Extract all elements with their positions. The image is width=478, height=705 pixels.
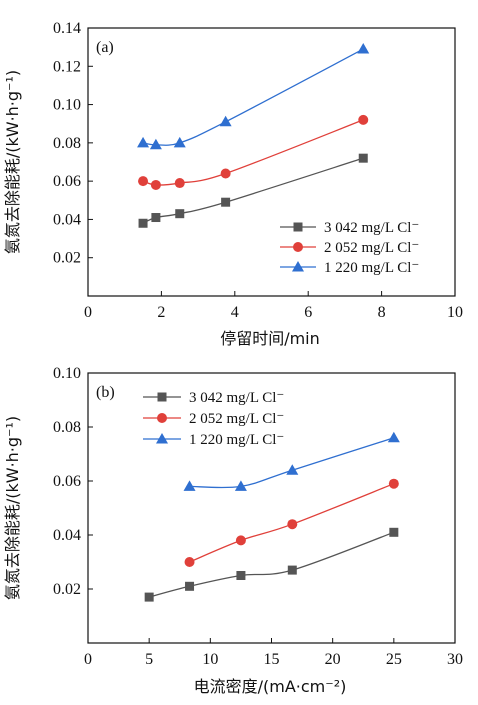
x-tick-label: 6 [304, 304, 312, 321]
legend-label: 3 042 mg/L Cl⁻ [189, 390, 284, 406]
legend-label: 3 042 mg/L Cl⁻ [324, 220, 419, 236]
data-point-square [138, 218, 148, 228]
y-tick-label: 0.10 [53, 97, 81, 114]
data-point-circle [174, 178, 185, 189]
x-tick-label: 0 [84, 304, 92, 321]
x-tick-label: 20 [325, 651, 341, 668]
data-point-circle [220, 168, 231, 179]
y-tick-label: 0.08 [53, 135, 81, 152]
data-point-square [175, 209, 185, 219]
data-point-square [221, 197, 231, 207]
chart-panel-b: 0 5 10 15 20 25 30 0.02 0.04 0.06 0.08 0.10 (b) 电流密度/… [3, 365, 463, 696]
y-axis-title: 氨氮去除能耗/(kW·h·g⁻¹) [3, 416, 22, 600]
y-tick-label: 0.12 [53, 58, 81, 75]
data-point-square [151, 213, 161, 223]
y-tick-label: 0.10 [53, 365, 81, 382]
y-tick-label: 0.14 [53, 20, 81, 37]
panel-label: (a) [96, 39, 114, 56]
x-tick-label: 0 [84, 651, 92, 668]
plot-frame [87, 27, 456, 297]
legend-marker-circle [157, 413, 167, 423]
legend-marker-triangle [156, 433, 168, 444]
data-point-square [287, 565, 297, 575]
data-point-circle [184, 557, 195, 567]
series-line [142, 119, 364, 186]
data-point-triangle [137, 136, 150, 148]
data-point-circle [388, 478, 399, 489]
data-point-square [185, 581, 195, 591]
legend-label: 2 052 mg/L Cl⁻ [189, 411, 284, 427]
chart-panel-a: 0 2 4 6 8 10 0.02 0.04 0.06 0.08 0.10 0.12 0.14 (a) 停留… [3, 20, 463, 348]
series-line [189, 437, 395, 489]
series-line [189, 483, 395, 563]
data-point-triangle [219, 115, 232, 127]
data-point-triangle [173, 136, 186, 148]
x-tick-label: 25 [386, 651, 402, 668]
y-tick-label: 0.02 [53, 250, 81, 267]
data-point-triangle [387, 431, 400, 443]
x-axis-title: 电流密度/(mA·cm⁻²) [194, 677, 347, 696]
y-tick-label: 0.06 [53, 173, 81, 190]
data-point-square [358, 153, 368, 163]
y-tick-label: 0.02 [53, 581, 81, 598]
y-tick-label: 0.06 [53, 473, 81, 490]
x-tick-label: 2 [157, 304, 165, 321]
series-1 [144, 527, 399, 602]
series-3 [137, 43, 370, 150]
y-tick-label: 0.04 [53, 527, 81, 544]
data-point-circle [150, 179, 161, 190]
series-3 [183, 431, 400, 491]
series-1 [138, 153, 368, 228]
series-line [142, 48, 364, 146]
data-point-triangle [234, 480, 247, 491]
data-point-square [389, 527, 399, 537]
y-tick-label: 0.08 [53, 419, 81, 436]
data-point-triangle [183, 480, 196, 491]
x-tick-label: 10 [447, 304, 463, 321]
data-point-circle [235, 535, 246, 546]
legend-marker-triangle [292, 261, 304, 272]
series-2 [138, 114, 369, 190]
panel-label: (b) [96, 384, 115, 401]
legend-marker-square [157, 392, 167, 402]
series-2 [184, 478, 399, 567]
data-point-triangle [286, 464, 299, 475]
data-point-circle [287, 519, 298, 530]
y-axis-title: 氨氮去除能耗/(kW·h·g⁻¹) [3, 70, 22, 254]
x-tick-label: 30 [447, 651, 463, 668]
y-tick-label: 0.04 [53, 211, 81, 228]
x-axis-title: 停留时间/min [220, 329, 320, 348]
x-tick-label: 4 [231, 304, 239, 321]
legend-marker-square [293, 222, 303, 232]
data-point-circle [358, 114, 369, 125]
data-point-square [236, 571, 246, 580]
data-point-triangle [357, 43, 370, 54]
x-tick-label: 8 [378, 304, 386, 321]
x-tick-label: 10 [202, 651, 218, 668]
legend-label: 1 220 mg/L Cl⁻ [324, 260, 419, 276]
legend-label: 1 220 mg/L Cl⁻ [189, 432, 284, 448]
data-point-triangle [149, 138, 162, 150]
data-point-circle [138, 176, 149, 187]
x-tick-label: 5 [145, 651, 153, 668]
legend-label: 2 052 mg/L Cl⁻ [324, 240, 419, 256]
legend-marker-circle [293, 242, 303, 252]
data-point-square [144, 592, 154, 602]
x-tick-label: 15 [264, 651, 280, 668]
